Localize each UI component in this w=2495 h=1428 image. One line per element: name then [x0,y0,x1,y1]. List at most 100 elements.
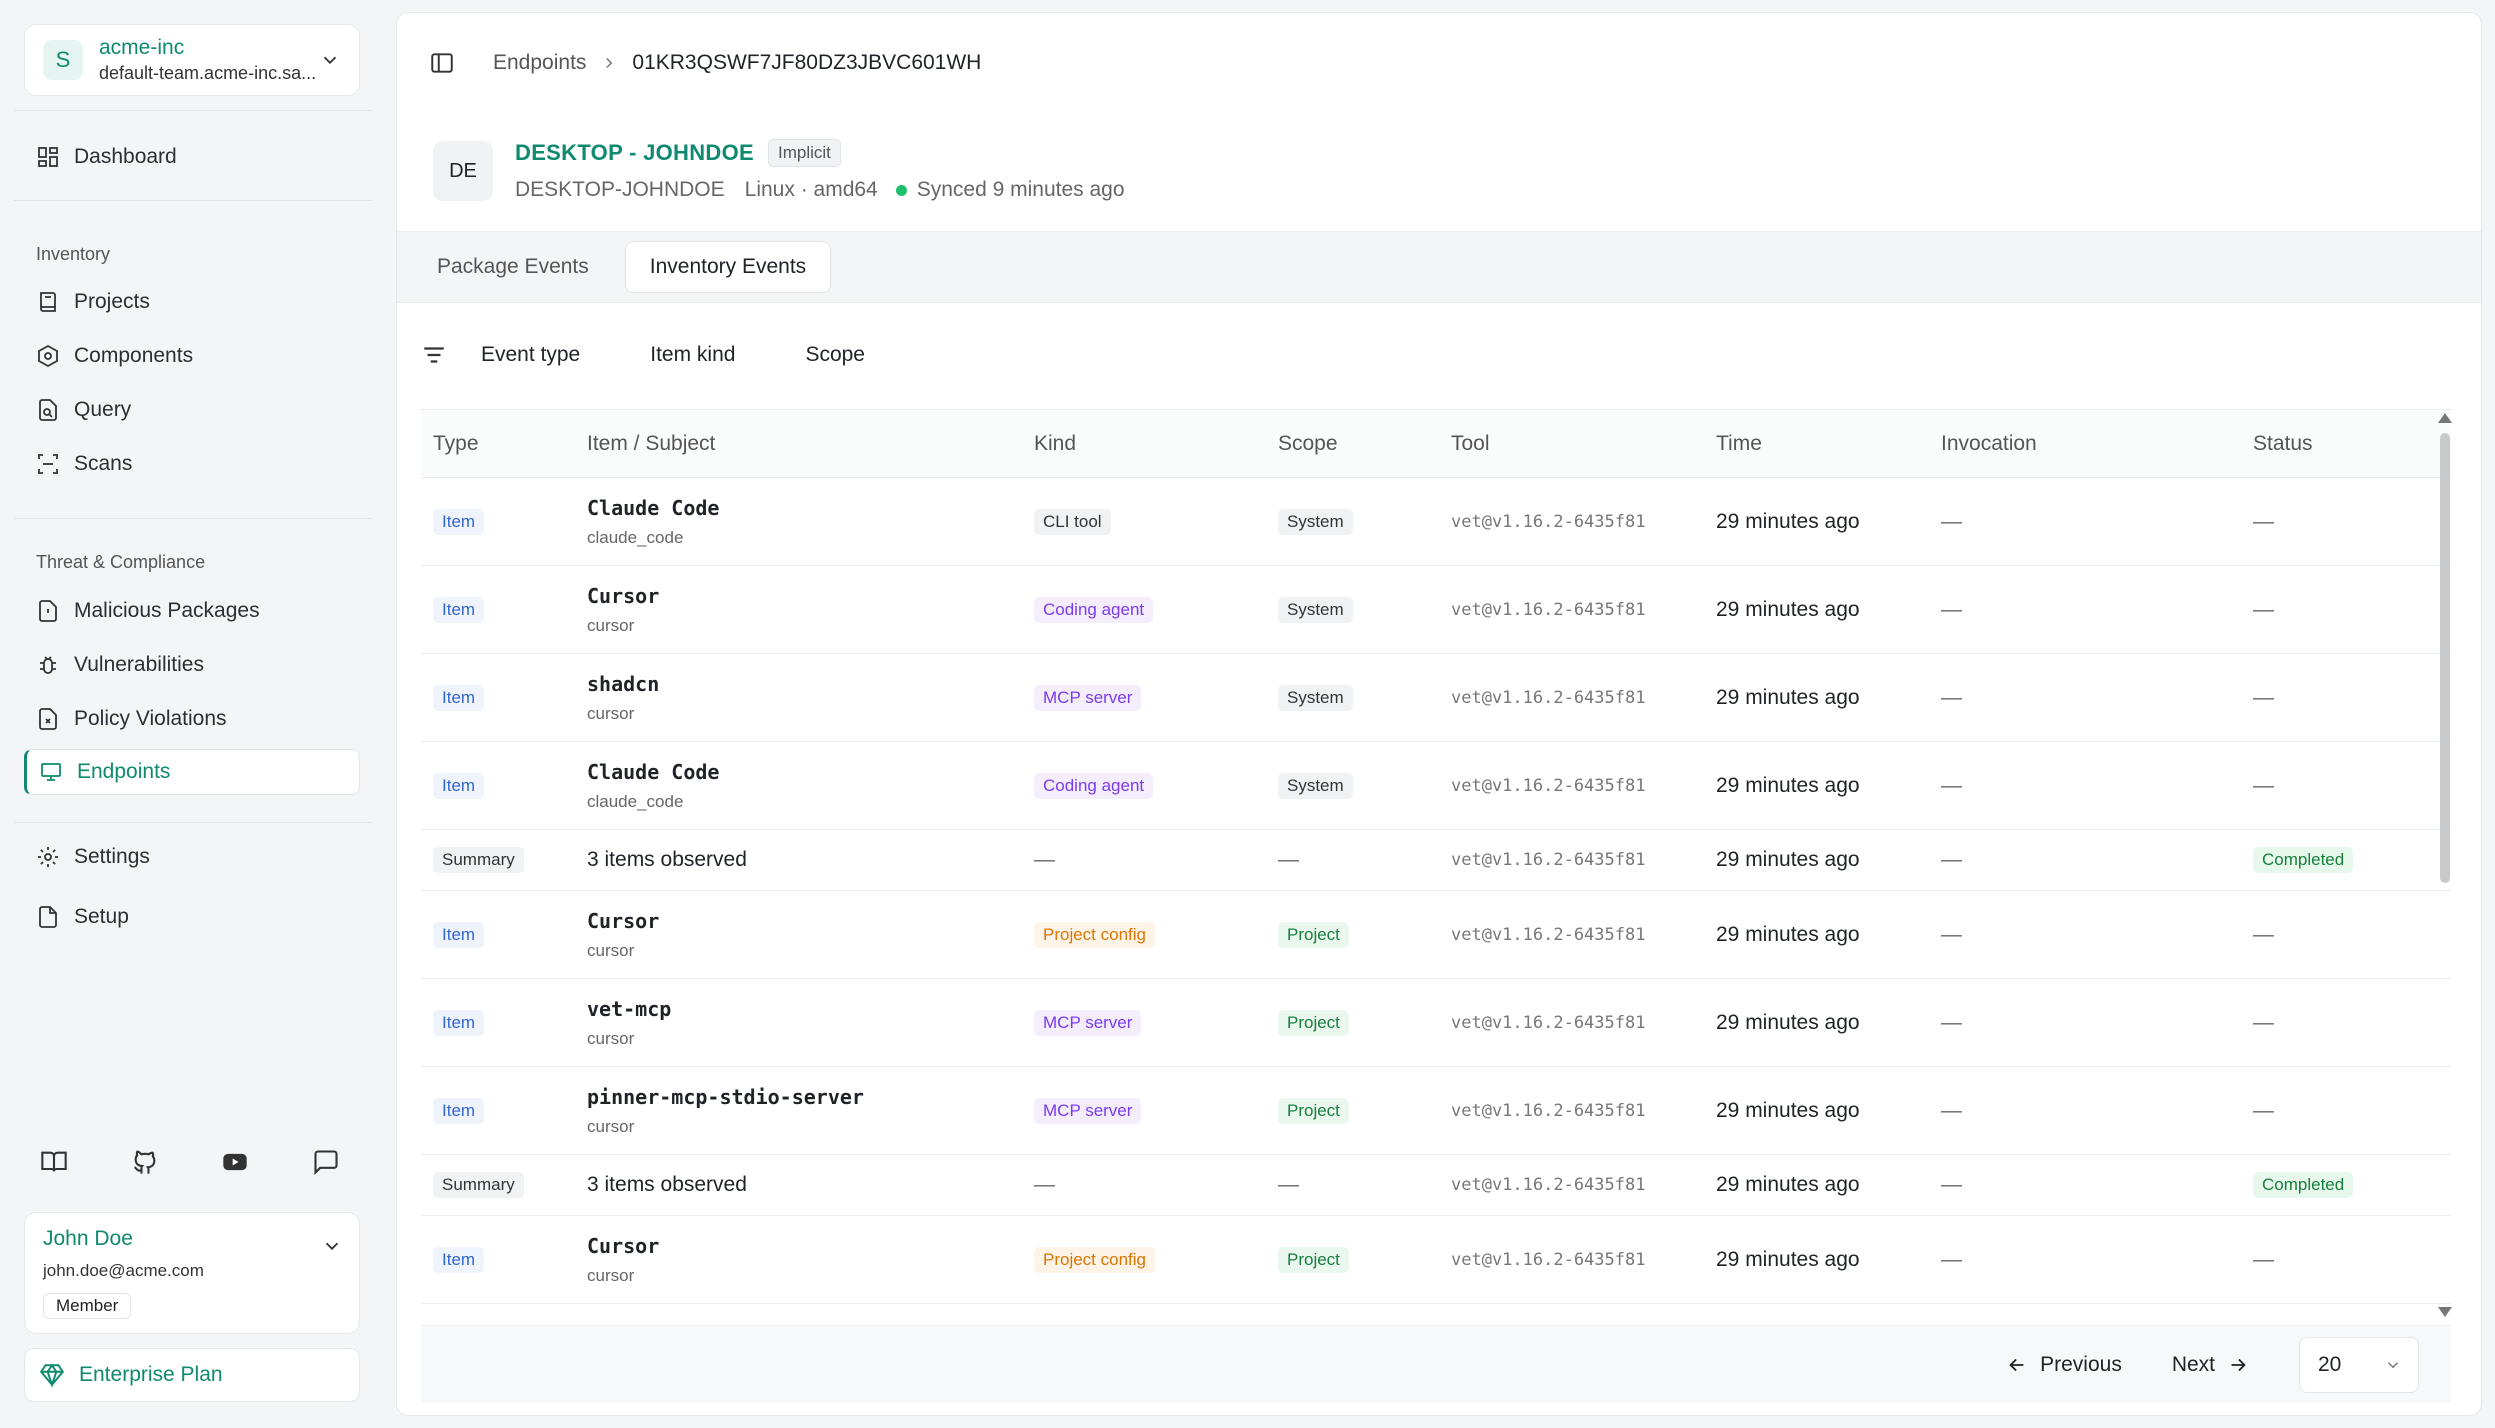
tab-inventory-events[interactable]: Inventory Events [624,241,832,293]
event-time: 29 minutes ago [1716,848,1860,871]
social-links [40,1148,340,1180]
table-row[interactable]: Item Claude Code claude_code Coding agen… [421,742,2451,830]
nav-endpoints-label: Endpoints [77,760,171,783]
kind-badge: Coding agent [1034,596,1154,623]
topbar: Endpoints 01KR3QSWF7JF80DZ3JBVC601WH [397,13,2481,113]
invocation-value: — [1941,509,1962,533]
user-menu[interactable]: John Doe john.doe@acme.com Member [24,1212,360,1334]
nav-dashboard[interactable]: Dashboard [24,134,360,180]
tool-version: vet@v1.16.2-6435f81 [1451,599,1646,620]
chat-icon[interactable] [312,1148,340,1176]
previous-button[interactable]: Previous [2006,1353,2122,1377]
plan-badge[interactable]: Enterprise Plan [24,1348,360,1402]
user-role-badge: Member [43,1293,132,1319]
summary-row[interactable]: Summary 3 items observed — — vet@v1.16.2… [421,1155,2451,1216]
nav-section-inventory: Inventory [36,244,111,264]
filter-item-kind[interactable]: Item kind [650,343,736,366]
nav-endpoints[interactable]: Endpoints [24,749,360,795]
nav-vulnerabilities[interactable]: Vulnerabilities [24,642,360,688]
col-time[interactable]: Time [1716,431,1762,455]
type-badge: Item [433,508,485,535]
arrow-right-icon [2231,1358,2246,1371]
table-row[interactable]: Item Cursor cursor Project config Projec… [421,891,2451,979]
col-scope[interactable]: Scope [1278,431,1338,455]
filter-bar: Event type Item kind Scope [421,335,935,375]
status-badge: Completed [2253,847,2354,873]
divider [14,518,372,519]
nav-setup[interactable]: Setup [24,894,360,940]
filter-scope[interactable]: Scope [805,343,865,366]
table-row[interactable]: Item pinner-mcp-stdio-server cursor MCP … [421,1067,2451,1155]
table-row[interactable]: Item Cursor cursor Coding agent System v… [421,566,2451,654]
nav-query[interactable]: Query [24,387,360,433]
org-switcher[interactable]: S acme-inc default-team.acme-inc.sa... [24,24,360,96]
scroll-down-arrow[interactable] [2438,1307,2452,1317]
invocation-value: — [1941,773,1962,797]
arrow-left-icon [2009,1358,2024,1371]
nav-malicious-packages[interactable]: Malicious Packages [24,588,360,634]
tab-package-events[interactable]: Package Events [437,255,589,278]
event-time: 29 minutes ago [1716,1173,1860,1196]
hexagon-icon [38,344,58,368]
github-icon[interactable] [131,1148,159,1176]
status-empty: — [2253,922,2274,946]
nav-projects-label: Projects [74,290,150,313]
event-time: 29 minutes ago [1716,1010,1860,1034]
user-email: john.doe@acme.com [43,1261,204,1280]
next-label: Next [2171,1352,2215,1376]
endpoint-avatar: DE [433,141,493,201]
invocation-value: — [1941,685,1962,709]
table-row[interactable]: Item shadcn cursor MCP server System vet… [421,654,2451,742]
sidebar-toggle-icon[interactable] [429,50,455,76]
table-scrollbar[interactable] [2437,409,2452,1321]
item-name: Cursor [587,583,660,608]
scroll-thumb[interactable] [2440,433,2450,883]
status-empty: — [2253,685,2274,709]
col-item[interactable]: Item / Subject [587,431,716,455]
next-button[interactable]: Next [2172,1353,2249,1377]
nav-settings[interactable]: Settings [24,834,360,880]
col-invocation[interactable]: Invocation [1941,431,2037,455]
kind-badge: Coding agent [1034,772,1154,799]
user-name: John Doe [43,1227,133,1250]
breadcrumb-endpoints[interactable]: Endpoints [493,51,587,74]
event-time: 29 minutes ago [1716,1247,1860,1271]
gear-icon [38,847,58,867]
item-subject: claude_code [587,527,684,547]
item-name: Cursor [587,908,660,933]
scan-icon [38,454,58,474]
col-tool[interactable]: Tool [1451,431,1490,455]
previous-label: Previous [2040,1352,2122,1376]
item-subject: cursor [587,615,635,635]
tool-version: vet@v1.16.2-6435f81 [1451,1012,1646,1033]
nav-components[interactable]: Components [24,333,360,379]
col-status[interactable]: Status [2253,431,2313,455]
docs-book-icon[interactable] [40,1148,68,1176]
col-type[interactable]: Type [433,431,479,455]
youtube-icon[interactable] [221,1148,249,1176]
kind-badge: MCP server [1034,1097,1142,1124]
type-badge: Item [433,772,485,799]
scroll-up-arrow[interactable] [2438,413,2452,423]
item-name: Cursor [587,1233,660,1258]
table-row[interactable]: Item Claude Code claude_code CLI tool Sy… [421,478,2451,566]
scope-badge: System [1278,508,1353,535]
nav-scans[interactable]: Scans [24,441,360,487]
invocation-value: — [1941,1173,1962,1196]
table-header: Type Item / Subject Kind Scope Tool Time… [421,410,2451,478]
scope-badge: System [1278,596,1353,623]
invocation-value: — [1941,1010,1962,1034]
summary-row[interactable]: Summary 3 items observed — — vet@v1.16.2… [421,830,2451,891]
scope-badge: System [1278,684,1353,711]
invocation-value: — [1941,922,1962,946]
plan-label: Enterprise Plan [79,1363,223,1386]
page-size-select[interactable]: 20 [2299,1336,2419,1393]
table-row[interactable]: Item Cursor cursor Project config Projec… [421,1216,2451,1304]
col-kind[interactable]: Kind [1034,431,1077,455]
nav-projects[interactable]: Projects [24,279,360,325]
filter-icon[interactable] [421,342,447,368]
nav-policy-violations[interactable]: Policy Violations [24,696,360,742]
table-row[interactable]: Item vet-mcp cursor MCP server Project v… [421,979,2451,1067]
event-time: 29 minutes ago [1716,1098,1860,1122]
filter-event-type[interactable]: Event type [481,343,581,366]
